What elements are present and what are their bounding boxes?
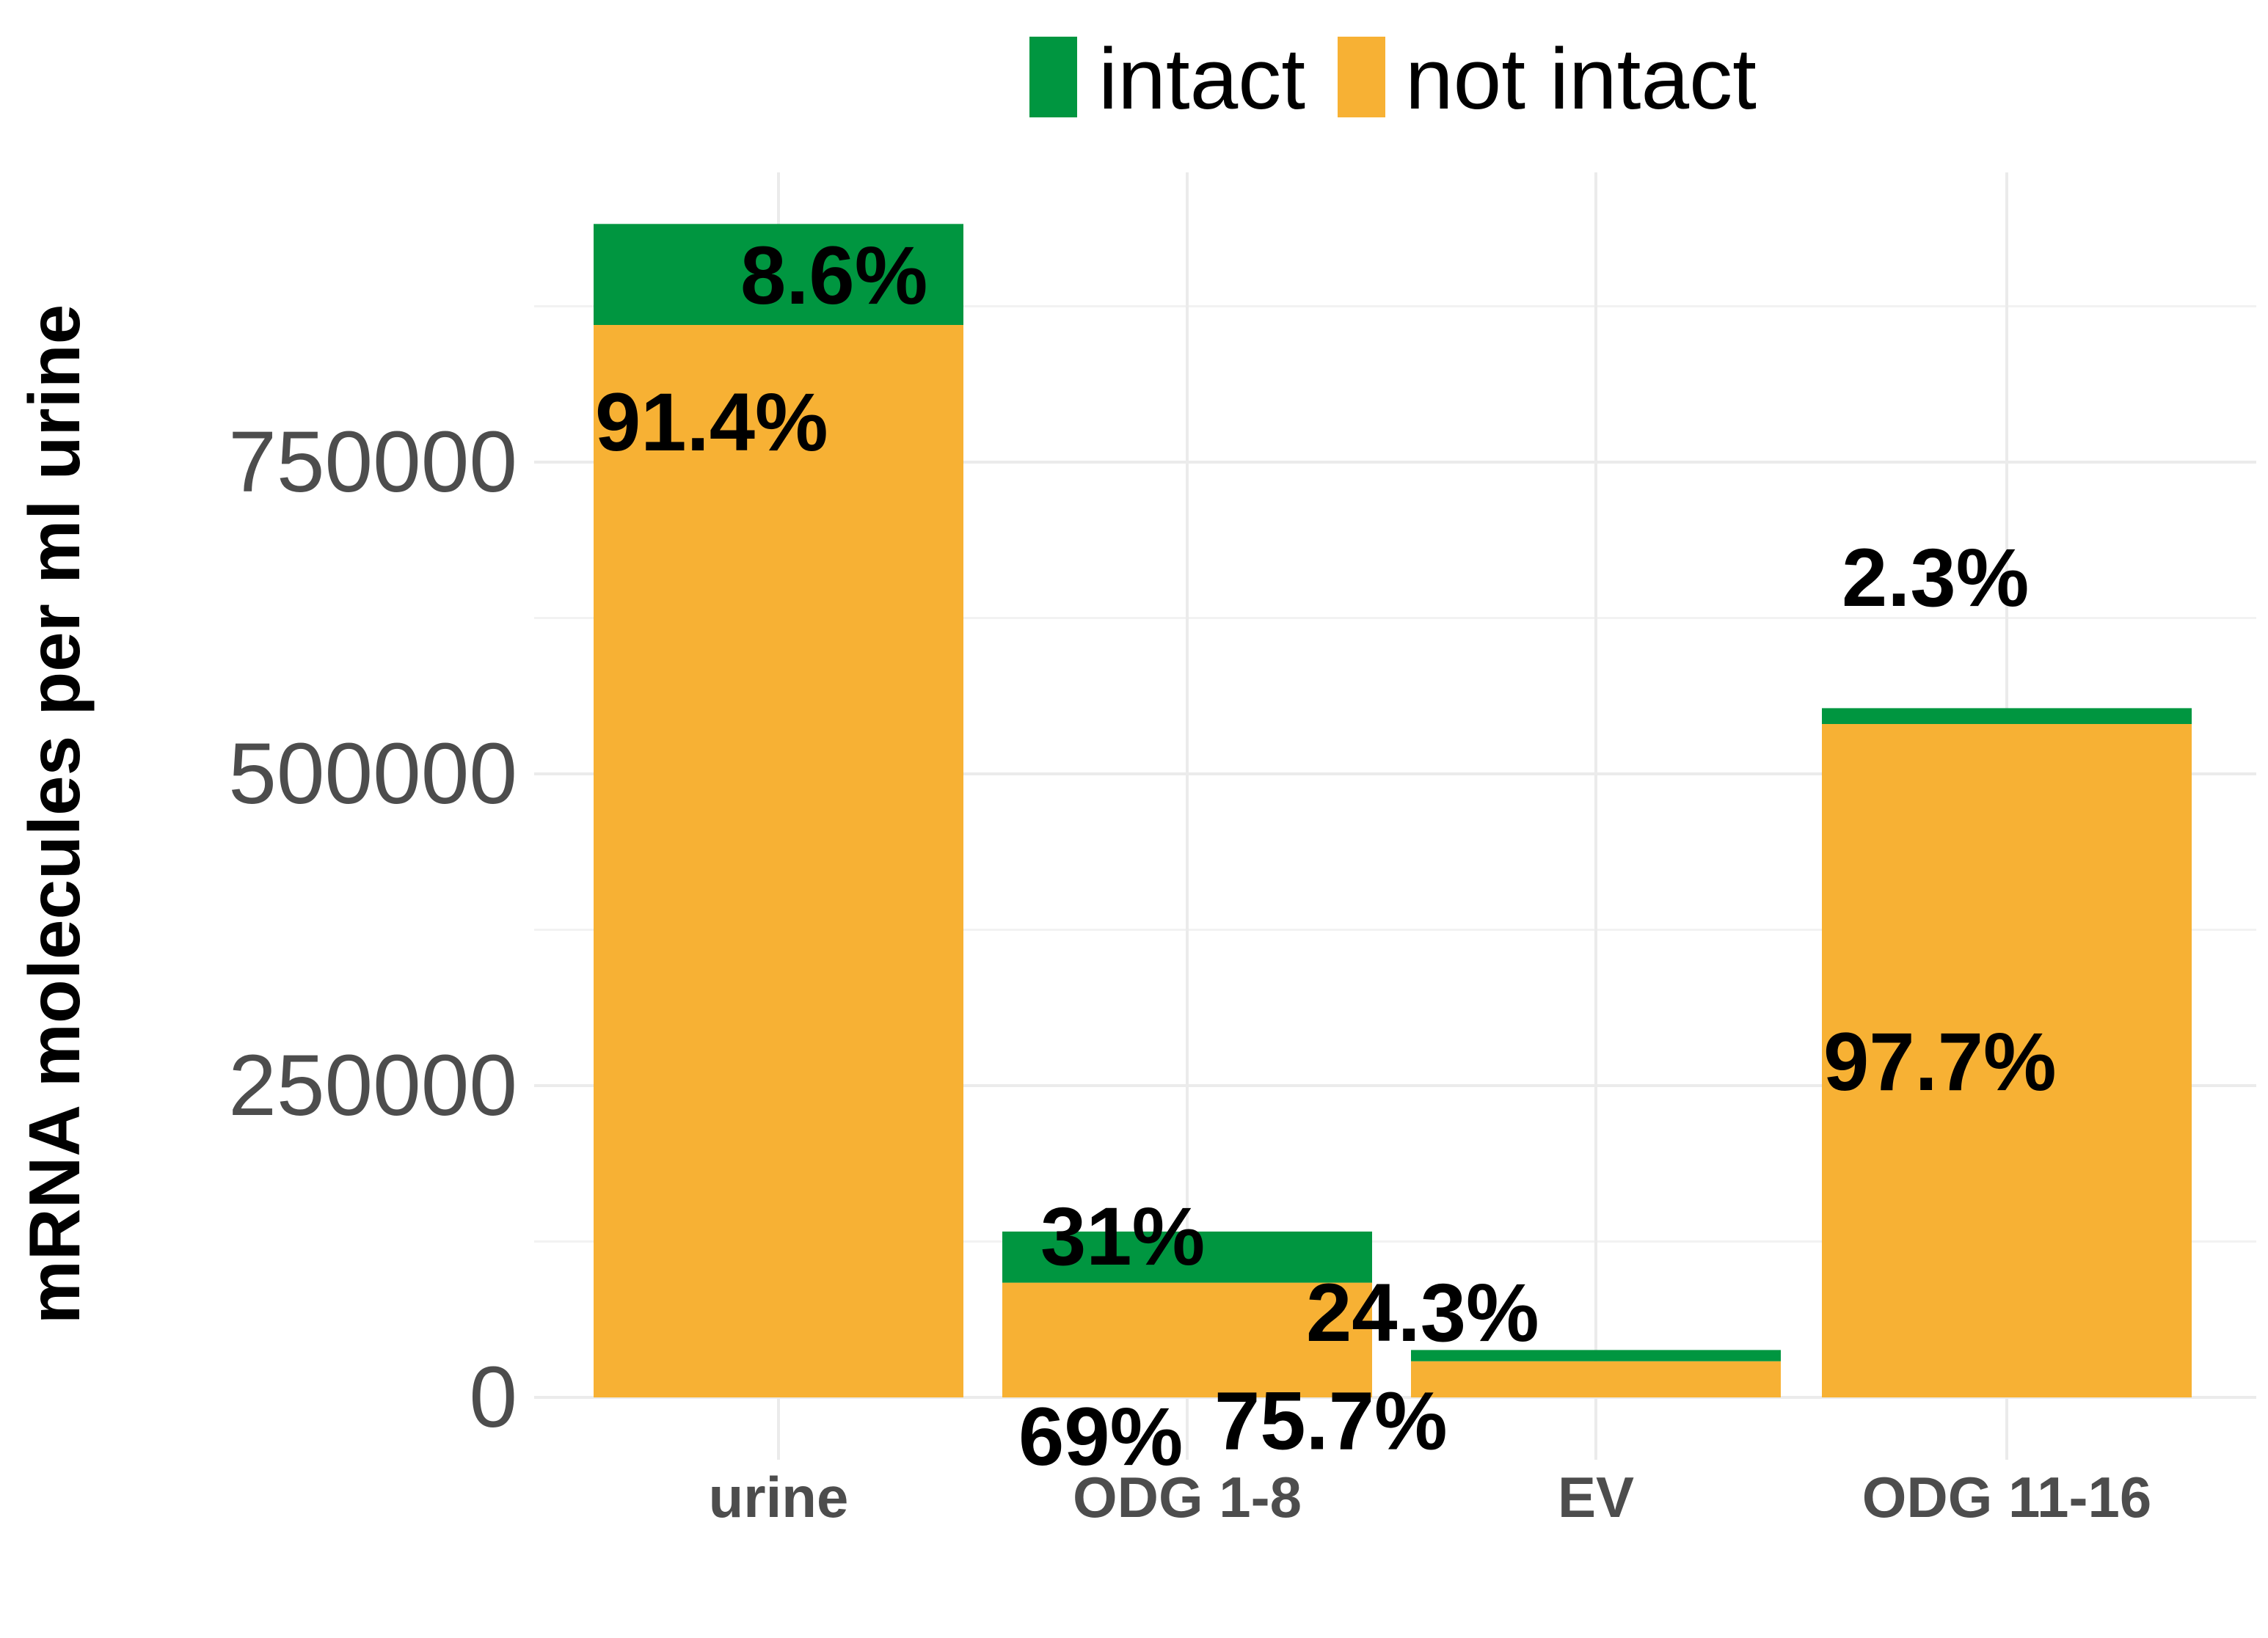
data-label: 97.7%: [1823, 1016, 2057, 1108]
legend-label-intact: intact: [1098, 31, 1305, 128]
data-label: 2.3%: [1842, 532, 2029, 624]
x-axis-ticks: urine ODG 1-8 EV ODG 11-16: [709, 1465, 2152, 1529]
y-tick-label: 750000: [228, 414, 517, 511]
bar-not-intact-2: [1411, 1361, 1781, 1397]
legend-swatch-not-intact: [1338, 37, 1385, 117]
bar-intact-1: [1002, 1231, 1372, 1283]
data-label: 24.3%: [1306, 1267, 1539, 1359]
bars: [594, 224, 2192, 1397]
legend-label-not-intact: not intact: [1405, 31, 1757, 128]
y-tick-label: 0: [469, 1349, 517, 1446]
y-tick-label: 500000: [228, 725, 517, 822]
x-tick-label: urine: [709, 1465, 849, 1529]
legend: intact not intact: [1029, 31, 1757, 128]
legend-swatch-intact: [1029, 37, 1077, 117]
bar-intact-3: [1822, 708, 2192, 724]
x-tick-label: EV: [1558, 1465, 1634, 1529]
x-tick-label: ODG 1-8: [1073, 1465, 1302, 1529]
data-label: 75.7%: [1214, 1375, 1448, 1466]
y-axis-ticks: 0 250000 500000 750000: [228, 414, 517, 1446]
data-label: 8.6%: [740, 230, 927, 321]
data-label: 91.4%: [595, 376, 828, 468]
data-label: 31%: [1040, 1191, 1205, 1282]
bar-not-intact-3: [1822, 724, 2192, 1397]
bar-intact-0: [594, 224, 963, 325]
y-axis-label: mRNA molecules per ml urine: [14, 304, 95, 1325]
bar-not-intact-0: [594, 325, 963, 1397]
bar-not-intact-1: [1002, 1282, 1372, 1397]
y-tick-label: 250000: [228, 1037, 517, 1134]
bar-labels: 91.4% 8.6% 69% 31% 75.7% 24.3% 97.7% 2.3%: [595, 230, 2057, 1482]
data-label: 69%: [1018, 1391, 1183, 1482]
x-tick-label: ODG 11-16: [1862, 1465, 2152, 1529]
bar-intact-2: [1411, 1350, 1781, 1361]
